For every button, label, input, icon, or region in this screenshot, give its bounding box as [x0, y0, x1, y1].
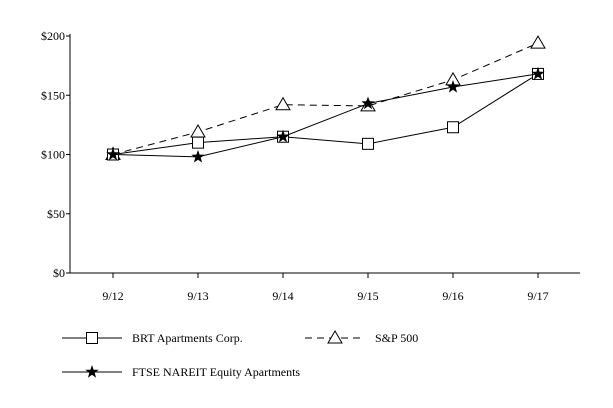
legend-label: BRT Apartments Corp.	[132, 331, 243, 345]
y-tick-label: $0	[53, 266, 65, 280]
star-marker	[191, 149, 205, 163]
y-tick-label: $50	[47, 207, 65, 221]
x-tick-label: 9/13	[187, 289, 208, 303]
legend-triangle-icon	[327, 330, 343, 344]
legend-label: FTSE NAREIT Equity Apartments	[132, 365, 300, 379]
x-tick-label: 9/17	[527, 289, 548, 303]
x-tick-label: 9/12	[102, 289, 123, 303]
star-marker	[276, 129, 290, 143]
legend-item: S&P 500	[305, 330, 418, 345]
x-tick-label: 9/15	[357, 289, 378, 303]
triangle-marker	[530, 35, 546, 49]
legend-item: FTSE NAREIT Equity Apartments	[62, 365, 300, 379]
x-tick-label: 9/16	[442, 289, 463, 303]
star-marker	[446, 80, 460, 93]
star-marker	[361, 96, 375, 110]
triangle-marker	[190, 123, 206, 138]
series-0	[107, 67, 544, 161]
y-tick-label: $200	[41, 29, 65, 43]
legend-label: S&P 500	[375, 331, 418, 345]
square-marker	[192, 136, 204, 149]
y-tick-label: $150	[41, 88, 65, 102]
square-marker	[447, 121, 459, 134]
legend-star-icon	[85, 365, 99, 378]
series-line	[112, 73, 539, 155]
series-line	[112, 73, 539, 158]
legend-item: BRT Apartments Corp.	[62, 331, 243, 345]
star-marker	[106, 147, 120, 161]
x-tick-label: 9/14	[272, 289, 293, 303]
triangle-marker	[275, 96, 291, 111]
square-marker	[362, 137, 374, 150]
y-tick-label: $100	[41, 148, 65, 162]
series-line	[112, 42, 539, 155]
series-1	[105, 35, 546, 160]
star-marker	[531, 66, 545, 80]
series-2	[106, 66, 545, 163]
legend-square-icon	[86, 332, 98, 344]
